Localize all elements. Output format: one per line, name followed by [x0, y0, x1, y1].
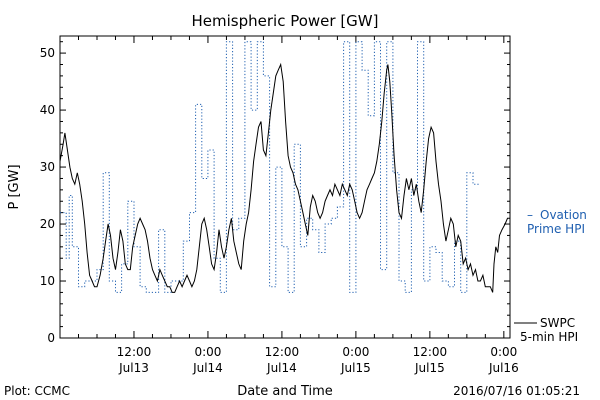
- chart-title: Hemispheric Power [GW]: [192, 12, 379, 30]
- y-tick-label: 0: [47, 331, 55, 345]
- series-layer: [59, 41, 510, 293]
- x-tick-label-date: Jul15: [414, 361, 445, 375]
- x-axis: 12:00 Jul13 0:00 Jul14 12:00 Jul14 0:00 Jul15 12…: [77, 36, 519, 375]
- x-tick-label-date: Jul15: [340, 361, 371, 375]
- x-tick-label-time: 12:00: [413, 345, 448, 359]
- y-tick-label: 10: [40, 274, 55, 288]
- y-tick-label: 20: [40, 217, 55, 231]
- x-tick-label-time: 0:00: [490, 345, 517, 359]
- x-tick-label-date: Jul16: [488, 361, 519, 375]
- plot-area-frame: [59, 35, 511, 339]
- y-axis: 0 10 20 30 40 50: [40, 41, 510, 345]
- ovation-legend-line2: Prime HPI: [527, 222, 585, 236]
- x-tick-label-date: Jul13: [118, 361, 149, 375]
- x-tick-label-time: 12:00: [265, 345, 300, 359]
- footer-timestamp: 2016/07/16 01:05:21: [453, 384, 580, 398]
- y-tick-label: 50: [40, 46, 55, 60]
- ovation-legend-dash: –: [527, 208, 533, 222]
- x-tick-label-time: 0:00: [342, 345, 369, 359]
- x-tick-label-date: Jul14: [266, 361, 297, 375]
- ovation-prime-hpi-series: [60, 41, 480, 293]
- swpc-5min-hpi-series: [59, 62, 510, 293]
- swpc-legend-line2: 5-min HPI: [520, 330, 578, 344]
- y-tick-label: 30: [40, 160, 55, 174]
- x-tick-label-time: 0:00: [194, 345, 221, 359]
- y-axis-label: P [GW]: [7, 164, 22, 209]
- x-tick-label-time: 12:00: [117, 345, 152, 359]
- x-axis-label: Date and Time: [237, 384, 333, 399]
- ovation-legend-line1: Ovation: [540, 208, 587, 222]
- x-tick-label-date: Jul14: [192, 361, 223, 375]
- footer-plot-credit: Plot: CCMC: [4, 384, 70, 398]
- y-tick-label: 40: [40, 103, 55, 117]
- swpc-legend-line1: SWPC: [540, 316, 575, 330]
